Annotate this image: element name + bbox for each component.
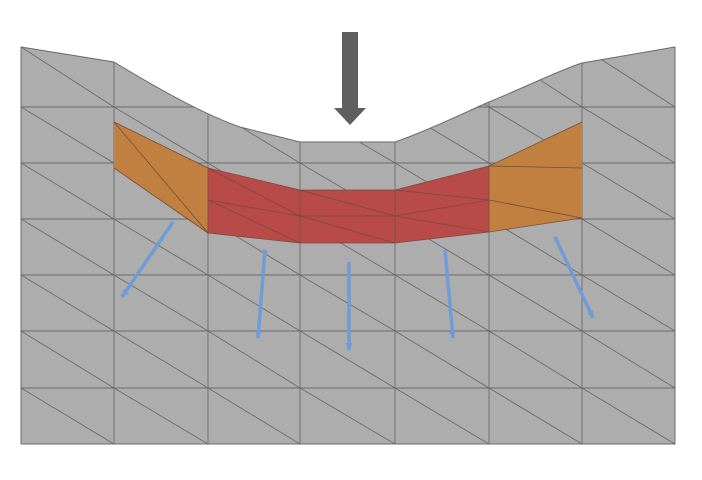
mesh-grid-diagonal	[113, 218, 209, 276]
mesh-grid-diagonal	[207, 387, 301, 444]
blue-arrow-head	[122, 289, 129, 297]
blue-arrow-icon	[553, 236, 595, 319]
mesh-grid-diagonal	[207, 274, 301, 332]
mesh-grid-diagonal	[394, 387, 490, 444]
region-edge	[488, 121, 583, 167]
mesh-grid-diagonal	[488, 274, 583, 332]
mesh-grid-diagonal	[21, 218, 115, 276]
region-edge	[207, 167, 301, 217]
down-arrow-icon	[334, 32, 366, 125]
mesh-grid-diagonal	[394, 274, 490, 332]
region-grid-lines	[113, 121, 583, 244]
mesh-grid-diagonal	[21, 162, 115, 220]
mesh-grid-diagonal	[207, 330, 301, 389]
mesh-grid-diagonal	[113, 330, 209, 389]
mesh-grid-diagonal	[488, 330, 583, 389]
blue-arrow-head	[448, 330, 456, 338]
region-edge	[488, 165, 583, 169]
mesh-grid-diagonal	[488, 387, 583, 444]
mesh-grid-diagonal	[299, 330, 396, 389]
mesh-grid-diagonal	[394, 47, 490, 108]
highlight-regions	[113, 121, 583, 244]
mesh-grid-diagonal	[21, 387, 115, 444]
load-arrow-head	[334, 108, 366, 125]
region-edge	[394, 189, 490, 201]
mesh-grid-diagonal	[581, 330, 675, 389]
red-region-center	[208, 166, 489, 243]
mesh-grid-diagonal	[394, 330, 490, 389]
mesh-grid-diagonal	[581, 387, 675, 444]
region-edge	[488, 217, 583, 233]
region-edge	[394, 165, 490, 191]
region-edge	[299, 215, 396, 244]
load-arrow-shaft	[342, 32, 358, 110]
region-edge	[488, 199, 583, 219]
mesh-grid-diagonal	[299, 387, 396, 444]
region-edge	[113, 167, 209, 234]
mesh-grid-diagonal	[581, 274, 675, 332]
mesh-grid-diagonal	[581, 162, 675, 220]
region-edge	[207, 199, 301, 217]
region-edge	[299, 189, 396, 217]
mesh-grid-diagonal	[207, 47, 301, 108]
mesh-grid-diagonal	[21, 330, 115, 389]
displacement-arrows	[120, 221, 595, 350]
region-edge	[394, 215, 490, 233]
region-edge	[207, 232, 301, 244]
mesh-grid-diagonal	[113, 106, 209, 164]
region-edge	[207, 167, 301, 191]
region-edge	[113, 121, 209, 169]
region-edge	[207, 199, 301, 244]
blue-arrow-icon	[256, 249, 267, 339]
mesh-grid-diagonal	[21, 274, 115, 332]
region-edge	[113, 121, 209, 234]
blue-arrow-head	[255, 330, 263, 338]
mesh-grid-diagonal	[21, 47, 115, 108]
blue-arrow-head	[345, 343, 353, 350]
blue-arrow-icon	[443, 249, 455, 339]
mesh-grid-diagonal	[581, 218, 675, 276]
mesh-grid-diagonal	[113, 387, 209, 444]
region-edge	[394, 231, 490, 244]
mesh-grid-diagonal	[21, 106, 115, 164]
region-edge	[394, 199, 490, 217]
mesh-grid-diagonal	[581, 106, 675, 164]
blue-arrow-icon	[120, 221, 175, 298]
blue-arrow-head	[586, 310, 594, 318]
